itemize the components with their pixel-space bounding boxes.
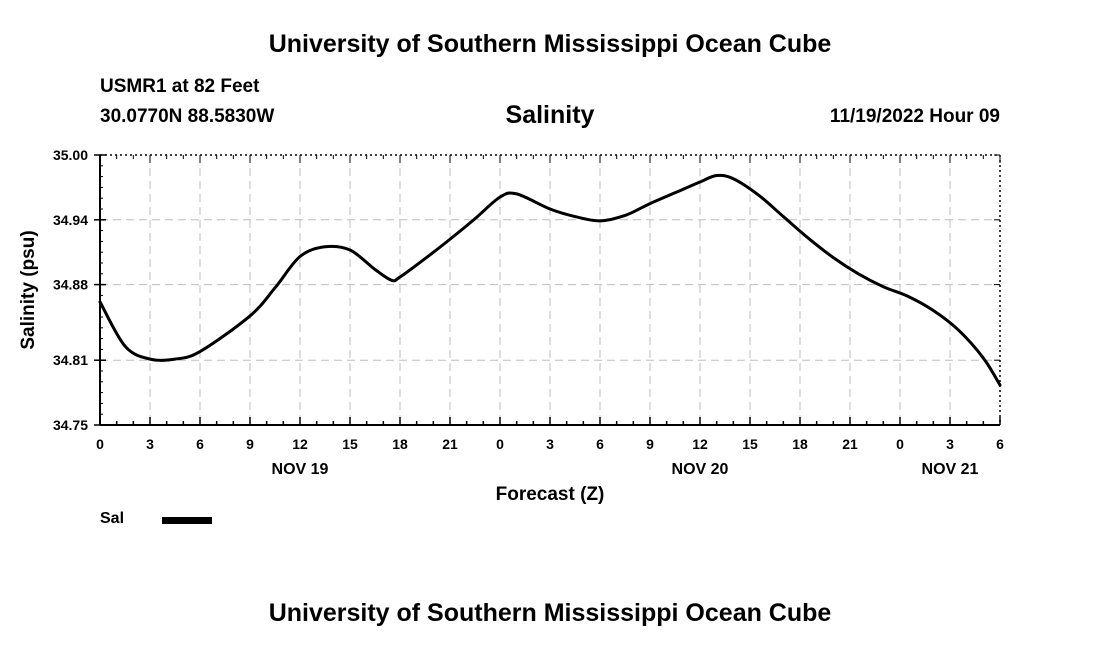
x-axis-label: Forecast (Z) — [496, 484, 605, 505]
y-tick-label: 34.94 — [53, 212, 88, 228]
date-labels: NOV 19 NOV 20 NOV 21 — [272, 461, 979, 478]
y-tick-label: 34.81 — [53, 352, 88, 368]
date-label: NOV 21 — [922, 461, 979, 478]
station-coordinates: 30.0770N 88.5830W — [100, 106, 275, 127]
x-tick-label: 15 — [742, 436, 758, 452]
x-tick-label: 0 — [896, 436, 904, 452]
x-tick-label: 21 — [442, 436, 458, 452]
y-tick-label: 34.75 — [53, 417, 88, 433]
x-tick-label: 15 — [342, 436, 358, 452]
x-tick-label: 18 — [792, 436, 808, 452]
x-tick-label: 3 — [546, 436, 554, 452]
x-tick-label: 12 — [692, 436, 708, 452]
station-label: USMR1 at 82 Feet — [100, 76, 260, 97]
x-tick-label: 3 — [146, 436, 154, 452]
legend-line-swatch — [162, 517, 212, 524]
x-tick-label: 0 — [496, 436, 504, 452]
x-tick-label: 21 — [842, 436, 858, 452]
y-tick-label: 34.88 — [53, 277, 88, 293]
x-tick-label: 9 — [246, 436, 254, 452]
axis-ticks — [94, 154, 1001, 426]
x-tick-label: 3 — [946, 436, 954, 452]
date-label: NOV 20 — [672, 461, 729, 478]
x-tick-label: 12 — [292, 436, 308, 452]
x-tick-label: 6 — [196, 436, 204, 452]
x-tick-label: 9 — [646, 436, 654, 452]
series-line-sal — [98, 173, 1002, 387]
footer-title: University of Southern Mississippi Ocean… — [268, 599, 832, 627]
x-tick-label: 6 — [996, 436, 1004, 452]
x-tick-label: 18 — [392, 436, 408, 452]
y-axis-label: Salinity (psu) — [18, 230, 39, 349]
legend-label: Sal — [100, 510, 125, 527]
y-axis-ticks: 34.75 34.81 34.88 34.94 35.00 — [53, 147, 88, 433]
x-tick-label: 6 — [596, 436, 604, 452]
x-tick-label: 0 — [96, 436, 104, 452]
page-title: University of Southern Mississippi Ocean… — [268, 30, 832, 58]
chart-title: Salinity — [505, 101, 595, 129]
forecast-datetime: 11/19/2022 Hour 09 — [829, 106, 1000, 127]
y-tick-label: 35.00 — [53, 147, 88, 163]
date-label: NOV 19 — [272, 461, 329, 478]
gridlines — [100, 155, 1000, 425]
series-group — [98, 173, 1002, 387]
x-axis-ticks: 0 3 6 9 12 15 18 21 0 3 6 9 12 15 18 21 0 3 6 — [96, 436, 1004, 452]
